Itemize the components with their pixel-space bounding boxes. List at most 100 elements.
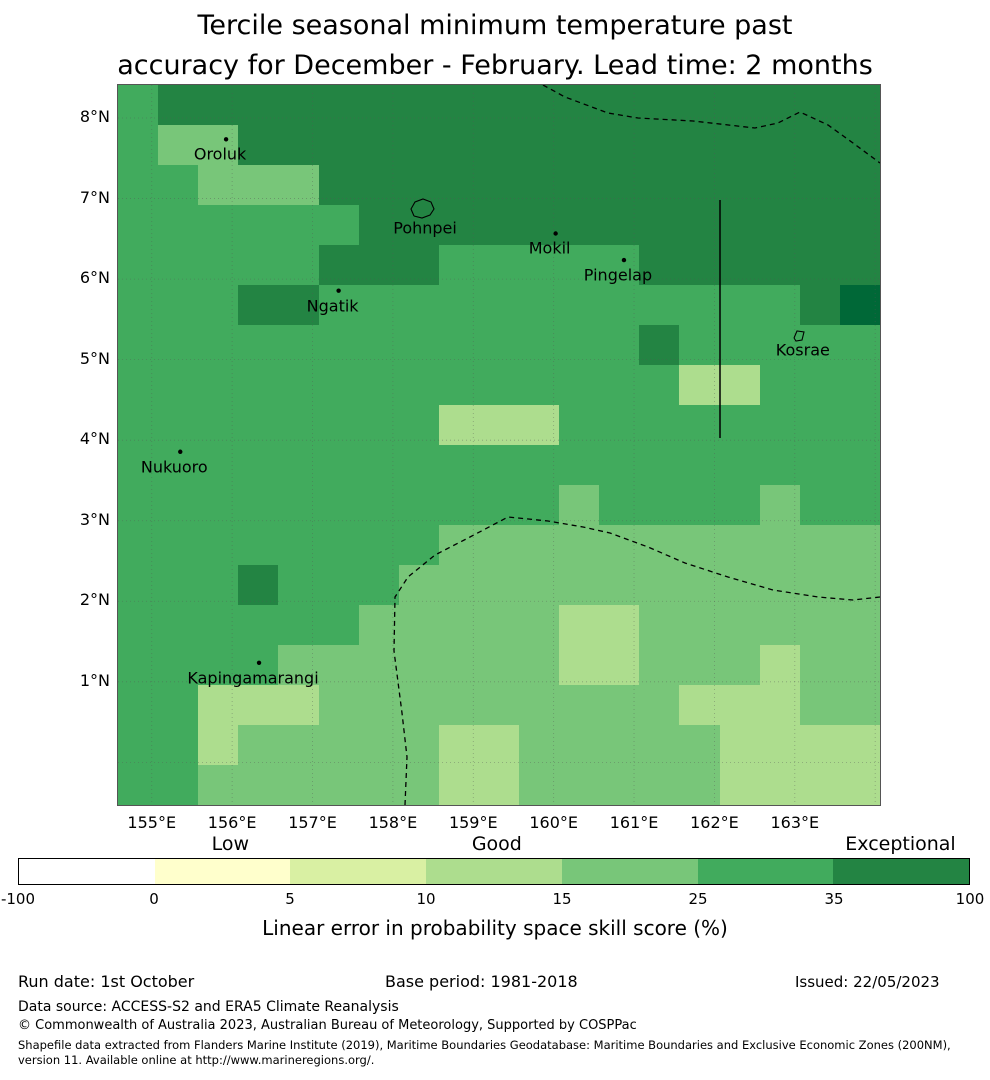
- map-cell: [278, 365, 320, 406]
- map-cell: [318, 525, 360, 566]
- map-cell: [639, 565, 681, 606]
- y-tick-label: 8°N: [79, 107, 110, 127]
- map-cell: [839, 365, 880, 406]
- map-cell: [438, 725, 480, 766]
- map-cell: [799, 405, 841, 446]
- map-cell: [519, 125, 560, 166]
- map-cell: [118, 85, 159, 126]
- map-cell: [839, 765, 880, 805]
- map-cell: [118, 485, 159, 526]
- map-cell: [599, 525, 640, 566]
- map-cell: [799, 725, 841, 766]
- map-cell: [318, 765, 360, 805]
- map-cell: [519, 725, 560, 766]
- colorbar-tick-label: 10: [416, 890, 436, 908]
- map-cell: [358, 245, 400, 286]
- map-cell: [118, 285, 159, 326]
- map-cell: [559, 765, 600, 805]
- map-cell: [478, 565, 520, 606]
- map-cell: [398, 405, 440, 446]
- map-cell: [318, 445, 360, 486]
- map-cell: [839, 205, 880, 246]
- colorbar-tick-label: 35: [824, 890, 844, 908]
- map-cell: [238, 85, 280, 126]
- map-cell: [679, 765, 721, 805]
- colorbar-tick-label: 100: [955, 890, 985, 908]
- map-cell: [799, 645, 841, 686]
- map-cell: [278, 725, 320, 766]
- map-cell: [198, 245, 239, 286]
- colorbar-tick-label: 0: [149, 890, 159, 908]
- map-cell: [278, 165, 320, 206]
- map-cell: [438, 325, 480, 366]
- map-cell: [318, 245, 360, 286]
- shapefile-note-text: Shapefile data extracted from Flanders M…: [18, 1038, 951, 1067]
- map-cell: [398, 645, 440, 686]
- colorbar-segment: [426, 859, 562, 884]
- map-cell: [238, 725, 280, 766]
- map-cell: [519, 525, 560, 566]
- map-cell: [599, 565, 640, 606]
- map-cell: [679, 645, 721, 686]
- colorbar-quality-label-good: Good: [471, 833, 522, 855]
- map-cell: [719, 365, 761, 406]
- map-cell: [438, 525, 480, 566]
- map-cell: [198, 125, 239, 166]
- colorbar-segment: [290, 859, 427, 884]
- map-cell: [438, 605, 480, 646]
- map-cell: [599, 405, 640, 446]
- map-cell: [679, 285, 721, 326]
- eez-boundary-south: [393, 516, 880, 805]
- map-cell: [599, 765, 640, 805]
- map-cell: [118, 725, 159, 766]
- heatmap-cells: [118, 85, 880, 805]
- map-cell: [679, 525, 721, 566]
- map-cell: [839, 685, 880, 726]
- map-cell: [318, 325, 360, 366]
- map-cell: [158, 285, 199, 326]
- y-tick-label: 1°N: [79, 670, 110, 690]
- map-cell: [118, 405, 159, 446]
- map-cell: [639, 405, 681, 446]
- map-cell: [599, 685, 640, 726]
- map-cell: [158, 485, 199, 526]
- map-cell: [398, 285, 440, 326]
- map-cell: [358, 605, 400, 646]
- map-cell: [719, 725, 761, 766]
- map-cell: [519, 485, 560, 526]
- map-cell: [679, 605, 721, 646]
- map-cell: [839, 325, 880, 366]
- map-cell: [759, 525, 801, 566]
- map-cell: [118, 205, 159, 246]
- map-cell: [398, 605, 440, 646]
- map-cell: [278, 205, 320, 246]
- colorbar-segment: [154, 859, 291, 884]
- map-cell: [318, 365, 360, 406]
- map-cell: [318, 725, 360, 766]
- island-label-pingelap: Pingelap: [583, 265, 653, 285]
- y-tick-label: 7°N: [79, 187, 110, 207]
- map-cell: [358, 205, 400, 246]
- map-cell: [358, 645, 400, 686]
- map-cell: [839, 605, 880, 646]
- map-cell: [318, 565, 360, 606]
- map-cell: [478, 605, 520, 646]
- map-cell: [599, 365, 640, 406]
- map-cell: [759, 405, 801, 446]
- map-cell: [759, 85, 801, 126]
- map-cell: [839, 405, 880, 446]
- map-cell: [599, 205, 640, 246]
- x-tick-label: 163°E: [770, 813, 820, 832]
- map-cell: [358, 165, 400, 206]
- map-cell: [278, 645, 320, 686]
- map-cell: [839, 445, 880, 486]
- map-cell: [158, 565, 199, 606]
- map-cell: [519, 685, 560, 726]
- map-cell: [519, 245, 560, 286]
- map-cell: [278, 445, 320, 486]
- y-tick-label: 6°N: [79, 268, 110, 288]
- map-cell: [759, 365, 801, 406]
- copyright-text: © Commonwealth of Australia 2023, Austra…: [18, 1018, 637, 1033]
- map-cell: [158, 685, 199, 726]
- map-cell: [599, 245, 640, 286]
